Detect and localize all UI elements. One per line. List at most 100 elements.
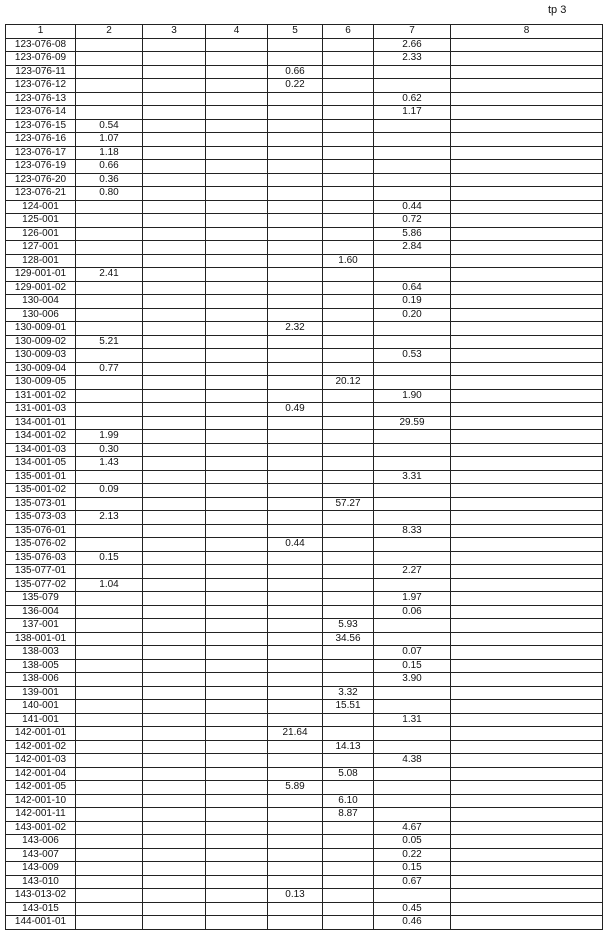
value-cell-col8 — [450, 618, 603, 633]
value-cell-col3 — [142, 456, 206, 471]
table-row: 123-076-12 0.22 — [5, 78, 603, 93]
value-cell-col3 — [142, 240, 206, 255]
row-id-cell: 142-001-05 — [5, 780, 76, 795]
value-cell-col8 — [450, 402, 603, 417]
value-cell-col8 — [450, 145, 603, 160]
value-cell-col3 — [142, 132, 206, 147]
value-cell-col8 — [450, 834, 603, 849]
value-cell-col7 — [373, 766, 451, 781]
value-cell-col7 — [373, 807, 451, 822]
value-cell-col6 — [322, 132, 374, 147]
value-cell-col3 — [142, 442, 206, 457]
value-cell-col3 — [142, 402, 206, 417]
value-cell-col4 — [205, 91, 268, 106]
value-cell-col4 — [205, 334, 268, 349]
value-cell-col2 — [75, 618, 143, 633]
value-cell-col3 — [142, 321, 206, 336]
value-cell-col6 — [322, 78, 374, 93]
value-cell-col6 — [322, 483, 374, 498]
value-cell-col4 — [205, 685, 268, 700]
value-cell-col6 — [322, 577, 374, 592]
value-cell-col4 — [205, 118, 268, 133]
table-row: 123-076-19 0.66 — [5, 159, 603, 174]
value-cell-col8 — [450, 348, 603, 363]
value-cell-col5 — [267, 442, 323, 457]
value-cell-col5 — [267, 550, 323, 565]
table-row: 135-076-01 8.33 — [5, 523, 603, 538]
table-row: 135-079 1.97 — [5, 591, 603, 606]
value-cell-col7: 1.31 — [373, 712, 451, 727]
value-cell-col7 — [373, 253, 451, 268]
row-id-cell: 123-076-19 — [5, 159, 76, 174]
value-cell-col6 — [322, 186, 374, 201]
table-row: 137-001 5.93 — [5, 618, 603, 633]
value-cell-col7 — [373, 334, 451, 349]
value-cell-col8 — [450, 901, 603, 916]
table-row: 135-073-01 57.27 — [5, 496, 603, 511]
value-cell-col7 — [373, 429, 451, 444]
value-cell-col8 — [450, 361, 603, 376]
value-cell-col3 — [142, 91, 206, 106]
value-cell-col5 — [267, 37, 323, 52]
value-cell-col6 — [322, 172, 374, 187]
value-cell-col5 — [267, 105, 323, 120]
value-cell-col3 — [142, 415, 206, 430]
value-cell-col4 — [205, 888, 268, 903]
value-cell-col6 — [322, 159, 374, 174]
value-cell-col8 — [450, 847, 603, 862]
value-cell-col5 — [267, 820, 323, 835]
value-cell-col7 — [373, 537, 451, 552]
value-cell-col2 — [75, 915, 143, 930]
value-cell-col2 — [75, 213, 143, 228]
row-id-cell: 143-015 — [5, 901, 76, 916]
value-cell-col4 — [205, 226, 268, 241]
table-row: 140-001 15.51 — [5, 699, 603, 714]
value-cell-col2 — [75, 658, 143, 673]
row-id-cell: 130-009-05 — [5, 375, 76, 390]
table-row: 123-076-17 1.18 — [5, 145, 603, 160]
value-cell-col3 — [142, 834, 206, 849]
value-cell-col8 — [450, 321, 603, 336]
value-cell-col4 — [205, 483, 268, 498]
value-cell-col4 — [205, 658, 268, 673]
value-cell-col5 — [267, 874, 323, 889]
value-cell-col3 — [142, 793, 206, 808]
row-id-cell: 124-001 — [5, 199, 76, 214]
table-row: 135-077-01 2.27 — [5, 564, 603, 579]
value-cell-col3 — [142, 861, 206, 876]
value-cell-col4 — [205, 199, 268, 214]
value-cell-col2 — [75, 537, 143, 552]
table-row: 130-006 0.20 — [5, 307, 603, 322]
row-id-cell: 143-001-02 — [5, 820, 76, 835]
value-cell-col8 — [450, 645, 603, 660]
value-cell-col7 — [373, 726, 451, 741]
value-cell-col8 — [450, 186, 603, 201]
table-row: 142-001-01 21.64 — [5, 726, 603, 741]
value-cell-col4 — [205, 550, 268, 565]
value-cell-col4 — [205, 726, 268, 741]
value-cell-col7: 0.45 — [373, 901, 451, 916]
table-row: 134-001-05 1.43 — [5, 456, 603, 471]
value-cell-col6 — [322, 564, 374, 579]
value-cell-col2: 2.13 — [75, 510, 143, 525]
value-cell-col7 — [373, 631, 451, 646]
value-cell-col3 — [142, 591, 206, 606]
value-cell-col5 — [267, 483, 323, 498]
table-row: 139-001 3.32 — [5, 685, 603, 700]
value-cell-col7 — [373, 888, 451, 903]
table-row: 123-076-15 0.54 — [5, 118, 603, 133]
table-row: 135-001-02 0.09 — [5, 483, 603, 498]
column-header: 7 — [373, 24, 451, 39]
table-row: 129-001-01 2.41 — [5, 267, 603, 282]
value-cell-col2 — [75, 604, 143, 619]
value-cell-col6: 6.10 — [322, 793, 374, 808]
value-cell-col7 — [373, 685, 451, 700]
value-cell-col5 — [267, 172, 323, 187]
table-row: 143-013-02 0.13 — [5, 888, 603, 903]
row-id-cell: 135-073-01 — [5, 496, 76, 511]
value-cell-col4 — [205, 874, 268, 889]
value-cell-col5: 0.13 — [267, 888, 323, 903]
value-cell-col7: 0.07 — [373, 645, 451, 660]
value-cell-col3 — [142, 375, 206, 390]
value-cell-col5 — [267, 645, 323, 660]
